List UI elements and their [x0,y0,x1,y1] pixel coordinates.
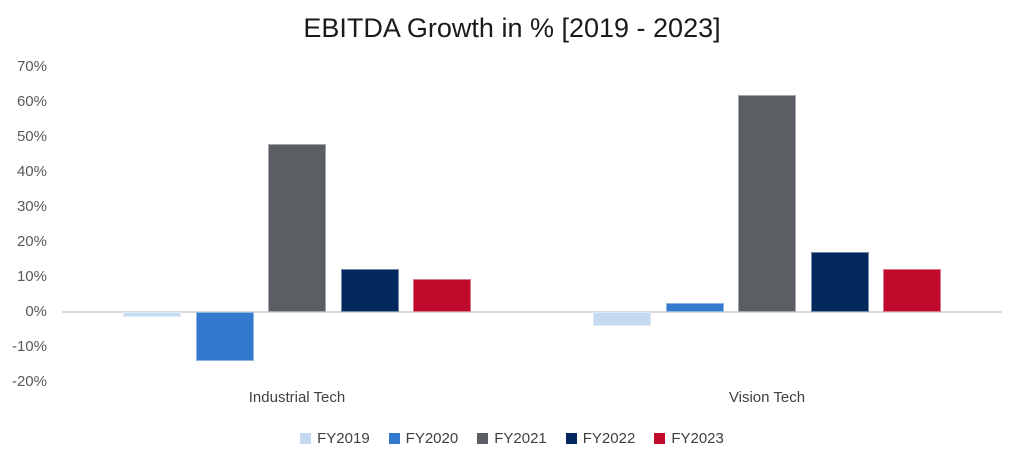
y-tick-label: 0% [25,303,47,320]
zero-axis-line [62,311,1002,313]
legend-label: FY2021 [494,430,547,447]
category-label-vision-tech: Vision Tech [728,389,806,406]
legend-label: FY2022 [582,430,636,447]
bar-fy2023-industrial-tech [413,279,471,312]
y-tick-label: 60% [16,93,47,110]
y-tick-label: 50% [16,128,47,145]
legend-item-fy2021: FY2021 [477,430,547,447]
bar-fy2020-industrial-tech [195,312,254,361]
y-tick-label: 70% [16,58,47,75]
legend-item-fy2022: FY2022 [565,430,636,447]
bar-fy2019-vision-tech [593,312,651,326]
legend-item-fy2019: FY2019 [300,430,370,447]
legend-swatch-icon [300,433,312,444]
y-tick-label: -20% [11,373,47,390]
chart-title: EBITDA Growth in % [2019 - 2023] [303,13,721,43]
bar-fy2022-vision-tech [810,251,869,312]
bar-fy2022-industrial-tech [340,269,399,312]
bar-fy2021-industrial-tech [268,144,326,312]
legend-swatch-icon [565,433,577,444]
y-tick-label: 10% [16,268,47,285]
bar-fy2020-vision-tech [665,302,724,312]
legend-label: FY2019 [317,430,370,447]
legend-swatch-icon [477,433,489,444]
y-tick-label: 30% [16,198,47,215]
category-label-industrial-tech: Industrial Tech [248,389,346,406]
legend-swatch-icon [654,433,666,444]
legend-item-fy2023: FY2023 [654,430,724,447]
y-tick-label: -10% [11,338,47,355]
legend-swatch-icon [388,433,400,444]
legend: FY2019 FY2020 FY2021 FY2022 FY2023 [0,430,1024,447]
bar-fy2021-vision-tech [738,95,796,312]
y-tick-label: 40% [16,163,47,180]
legend-label: FY2023 [671,430,724,447]
legend-label: FY2020 [405,430,459,447]
bar-fy2023-vision-tech [883,268,941,312]
y-tick-label: 20% [16,233,47,250]
bar-fy2019-industrial-tech [123,312,181,318]
legend-item-fy2020: FY2020 [388,430,459,447]
